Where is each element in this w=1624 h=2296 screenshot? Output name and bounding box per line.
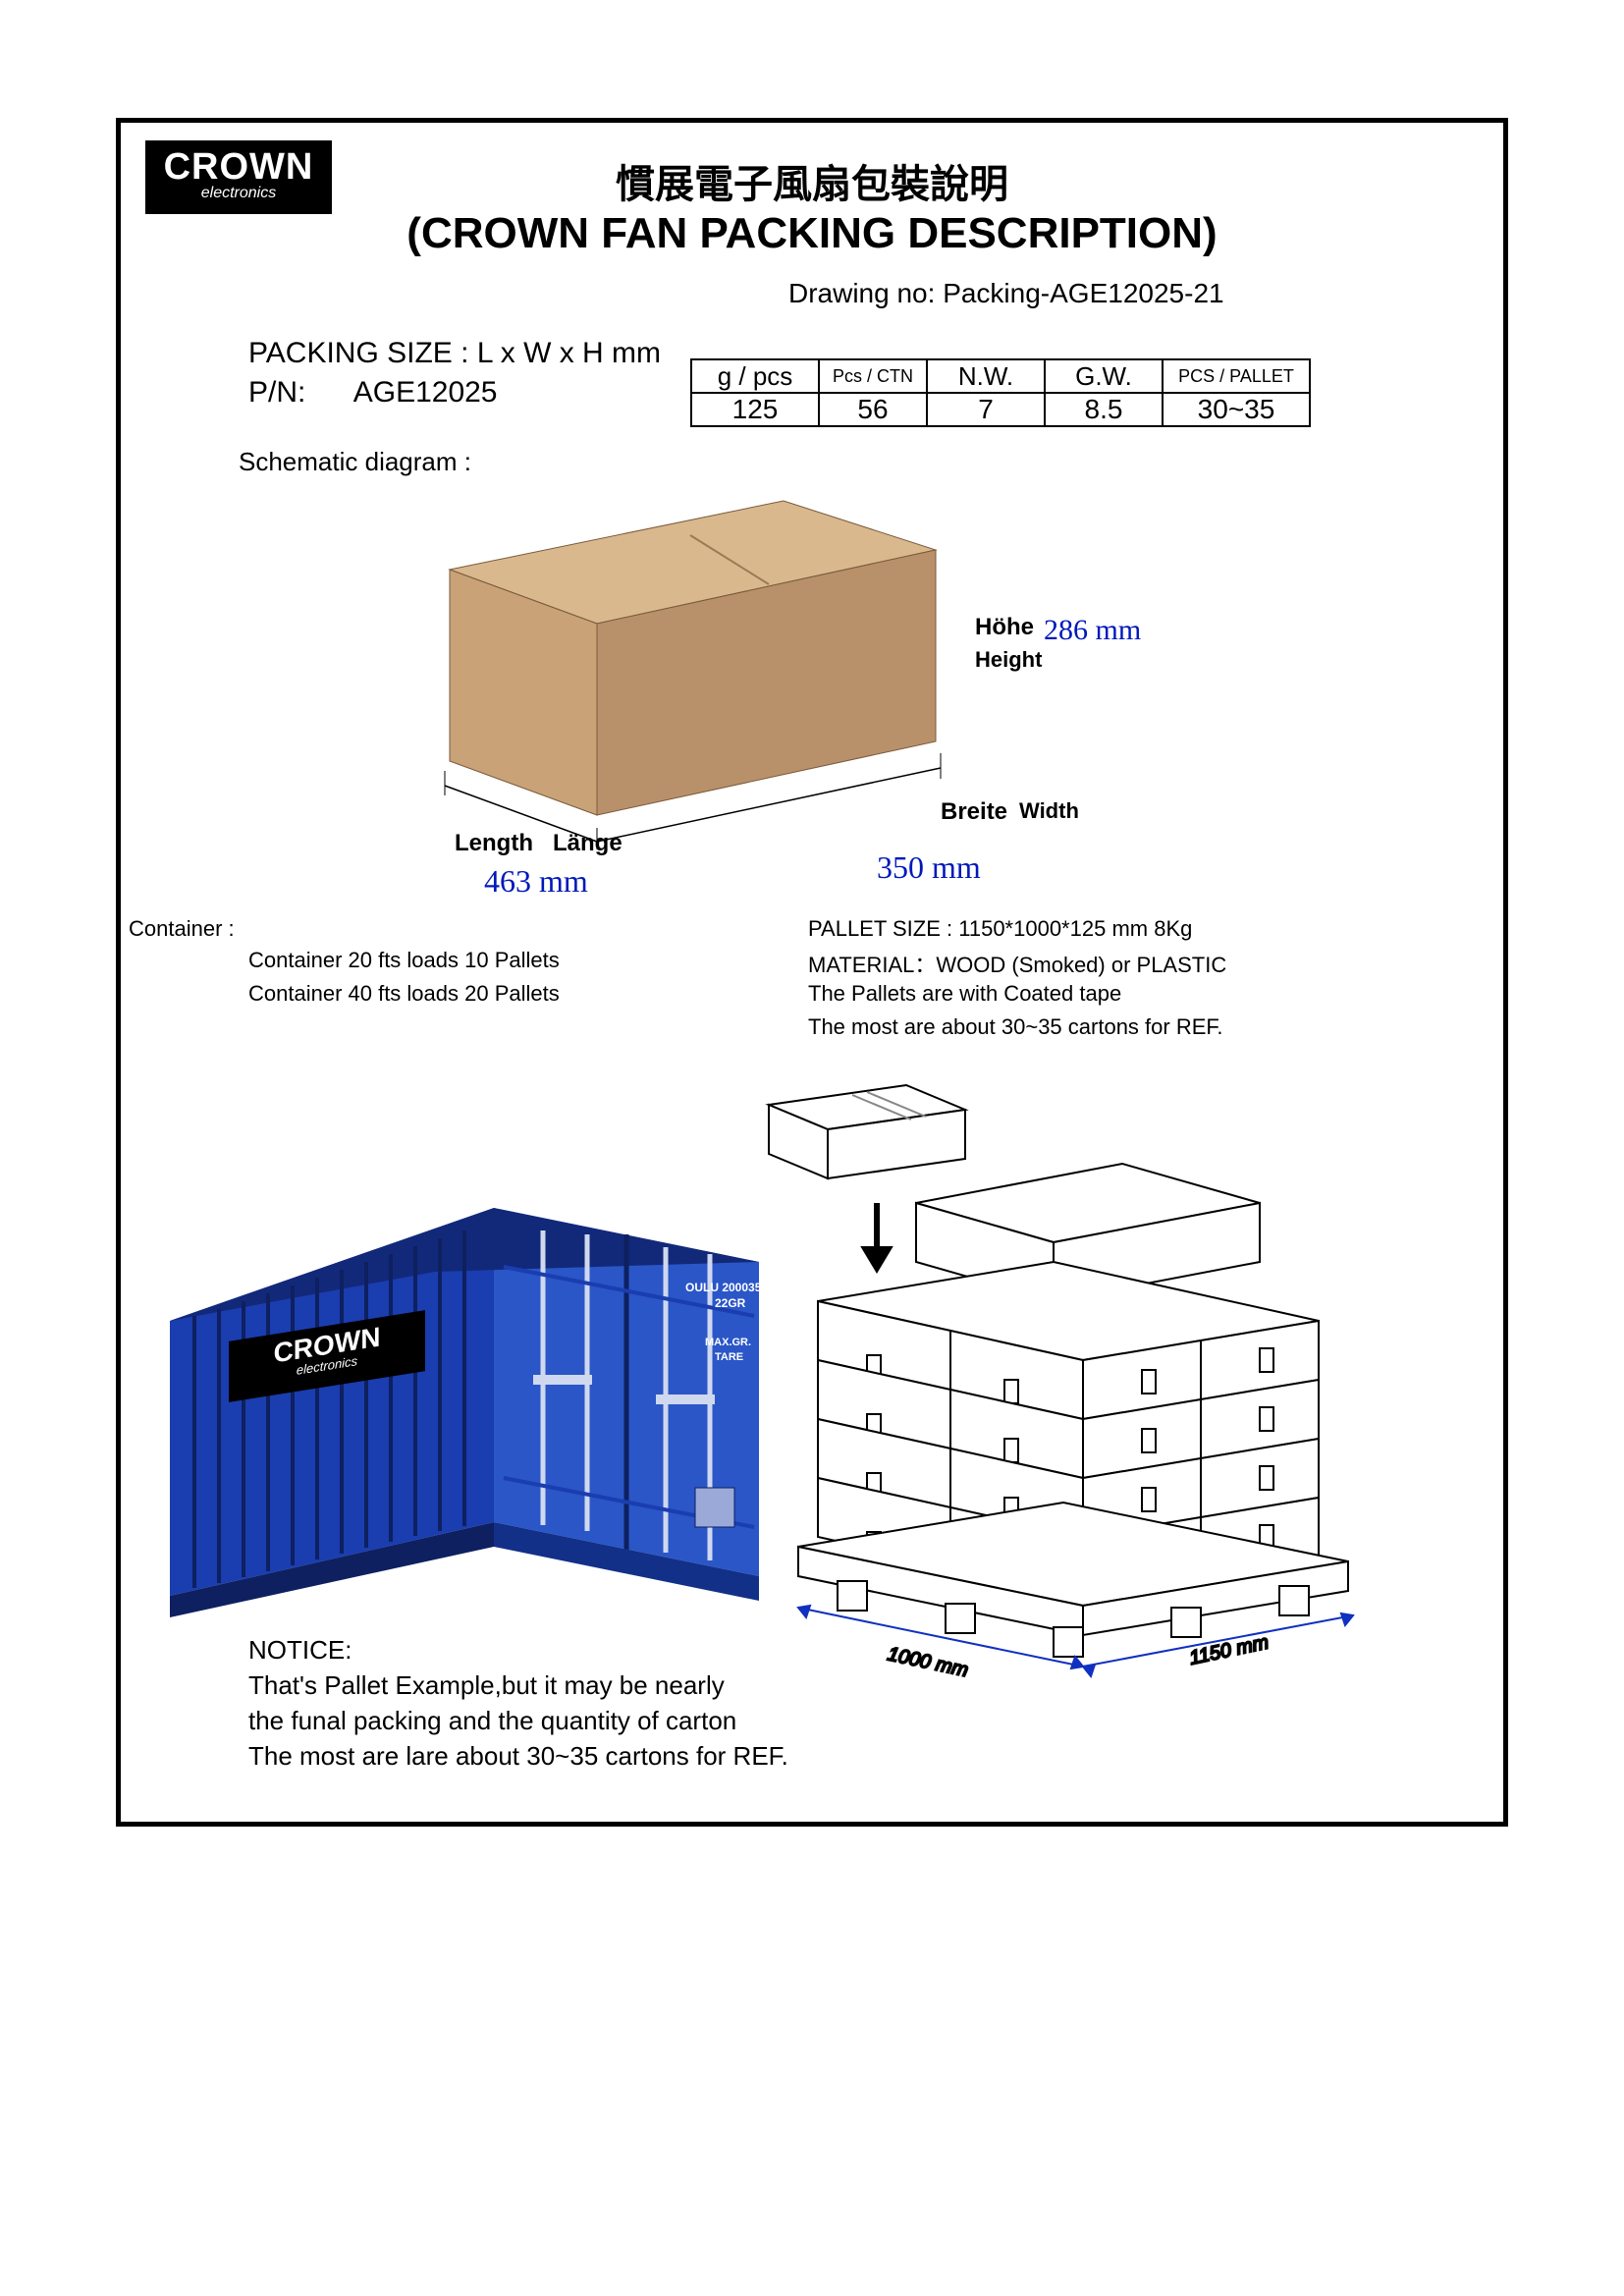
width-label-de: Breite bbox=[941, 798, 1007, 826]
drawing-number: Drawing no: Packing-AGE12025-21 bbox=[788, 278, 1224, 309]
spec-header-nw: N.W. bbox=[927, 359, 1045, 393]
floating-carton bbox=[769, 1085, 965, 1178]
title-chinese: 慣展電子風扇包裝說明 bbox=[121, 152, 1503, 209]
spec-header-gw: G.W. bbox=[1045, 359, 1163, 393]
spec-table: g / pcs Pcs / CTN N.W. G.W. PCS / PALLET… bbox=[690, 358, 1311, 427]
carton-box-diagram bbox=[376, 457, 985, 849]
pallet-dim-1000: 1000 mm bbox=[886, 1643, 970, 1681]
notice-line2: the funal packing and the quantity of ca… bbox=[248, 1706, 736, 1736]
pallet-size: PALLET SIZE : 1150*1000*125 mm 8Kg bbox=[808, 916, 1192, 942]
down-arrow-icon bbox=[862, 1203, 892, 1272]
part-number: P/N: AGE12025 bbox=[248, 376, 498, 410]
spec-table-header-row: g / pcs Pcs / CTN N.W. G.W. PCS / PALLET bbox=[691, 359, 1310, 393]
spec-table-value-row: 125 56 7 8.5 30~35 bbox=[691, 393, 1310, 426]
spec-value-pcsctn: 56 bbox=[819, 393, 927, 426]
pallet-most: The most are about 30~35 cartons for REF… bbox=[808, 1014, 1223, 1040]
title-english: (CROWN FAN PACKING DESCRIPTION) bbox=[121, 209, 1503, 258]
pallet-material: MATERIAL：WOOD (Smoked) or PLASTIC bbox=[808, 948, 1226, 979]
length-label-en: Length bbox=[455, 830, 533, 857]
container-line1: Container 20 fts loads 10 Pallets bbox=[248, 948, 560, 973]
height-label-en: Height bbox=[975, 647, 1042, 673]
spec-value-gpcs: 125 bbox=[691, 393, 819, 426]
pallet-stack bbox=[798, 1164, 1348, 1657]
pn-label: P/N: bbox=[248, 376, 305, 409]
width-label-en: Width bbox=[1019, 798, 1079, 824]
drawing-no-value: Packing-AGE12025-21 bbox=[943, 278, 1223, 308]
pn-value: AGE12025 bbox=[353, 376, 498, 409]
width-value: 350 mm bbox=[877, 849, 981, 886]
spec-header-gpcs: g / pcs bbox=[691, 359, 819, 393]
spec-header-pcsctn: Pcs / CTN bbox=[819, 359, 927, 393]
height-value: 286 mm bbox=[1044, 614, 1141, 647]
length-label-de: Länge bbox=[553, 830, 623, 857]
spec-value-gw: 8.5 bbox=[1045, 393, 1163, 426]
page-frame: CROWN electronics 慣展電子風扇包裝說明 (CROWN FAN … bbox=[116, 118, 1508, 1827]
height-label-de: Höhe bbox=[975, 614, 1034, 641]
notice-line3: The most are lare about 30~35 cartons fo… bbox=[248, 1741, 788, 1772]
spec-value-nw: 7 bbox=[927, 393, 1045, 426]
notice-line1: That's Pallet Example,but it may be near… bbox=[248, 1670, 725, 1701]
pallet-stack-diagram: 1000 mm 1150 mm bbox=[710, 1046, 1495, 1753]
notice-heading: NOTICE: bbox=[248, 1635, 352, 1666]
container-line2: Container 40 fts loads 20 Pallets bbox=[248, 981, 560, 1007]
pallet-tape: The Pallets are with Coated tape bbox=[808, 981, 1121, 1007]
drawing-no-label: Drawing no: bbox=[788, 278, 935, 308]
container-label: Container : bbox=[129, 916, 235, 942]
spec-value-pcspallet: 30~35 bbox=[1163, 393, 1310, 426]
length-value: 463 mm bbox=[484, 863, 588, 900]
spec-header-pcspallet: PCS / PALLET bbox=[1163, 359, 1310, 393]
packing-size-label: PACKING SIZE : L x W x H mm bbox=[248, 337, 661, 370]
